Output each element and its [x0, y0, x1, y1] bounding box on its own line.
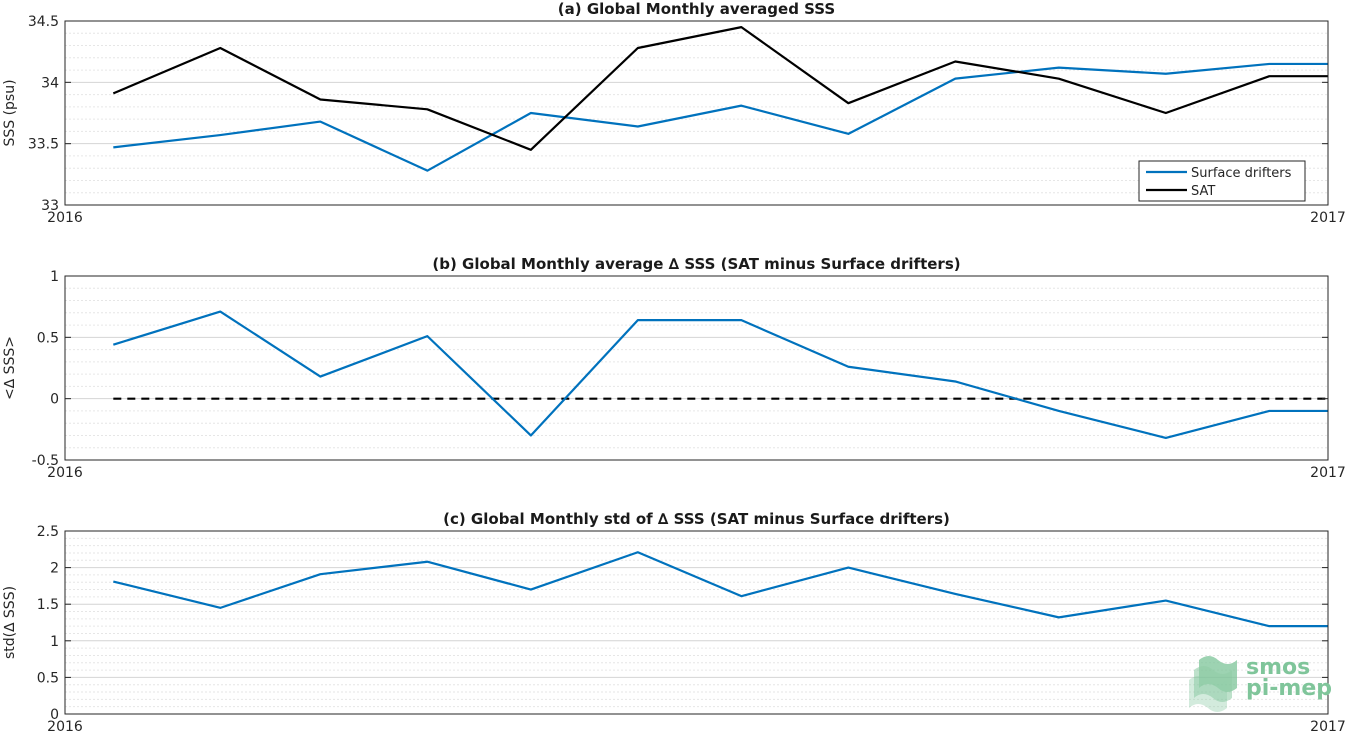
x-tick-label: 2017 — [1310, 210, 1346, 226]
axes-box — [64, 530, 1329, 715]
chart-title: (a) Global Monthly averaged SSS — [558, 0, 835, 18]
axes-box — [64, 275, 1329, 461]
x-tick-label: 2017 — [1310, 465, 1346, 481]
plot-area — [65, 21, 1328, 205]
x-tick-label: 2016 — [47, 719, 83, 735]
y-tick-label: 33 — [41, 198, 59, 214]
x-tick-label: 2016 — [47, 465, 83, 481]
y-tick-label: 0 — [50, 392, 59, 408]
y-tick-label: 33.5 — [28, 137, 59, 153]
series-line-surface-drifters — [113, 62, 1328, 172]
panel-a: 33 33.5 34 34.5 2016 2017 (a) Global Monthly a… — [2, 0, 1346, 226]
y-tick-label: 2.5 — [37, 524, 59, 540]
y-tick-label: 0.5 — [37, 330, 59, 346]
chart-title: (c) Global Monthly std of ∆ SSS (SAT min… — [443, 510, 950, 528]
y-axis-label: SSS (psu) — [2, 79, 18, 146]
axes-box — [64, 20, 1329, 206]
y-axis-label: <∆ SSS> — [2, 336, 18, 400]
y-tick-label: 34.5 — [28, 14, 59, 30]
logo-wave — [1189, 676, 1227, 712]
chart-title: (b) Global Monthly average ∆ SSS (SAT mi… — [432, 255, 960, 273]
legend-label: SAT — [1191, 184, 1215, 199]
legend-box — [1138, 160, 1306, 202]
legend-label: Surface drifters — [1191, 166, 1292, 181]
plot-area — [65, 531, 1328, 714]
smos-logo-icon — [1189, 656, 1237, 712]
y-tick-label: 2 — [50, 561, 59, 577]
series-line-sat — [112, 26, 1328, 151]
y-axis-label: std(∆ SSS) — [2, 586, 18, 659]
y-tick-label: 1 — [50, 634, 59, 650]
logo-text-pimep: pi-mep — [1246, 676, 1332, 701]
x-tick-label: 2017 — [1310, 719, 1346, 735]
series-line-0 — [113, 551, 1328, 628]
panel-c: 0 0.5 1 1.5 2 2.5 2016 2017 (c) Global Monthly s… — [2, 510, 1346, 735]
series-line-0 — [112, 310, 1328, 440]
legend: Surface drifters SAT — [1138, 160, 1306, 202]
logo-text-smos: smos — [1246, 655, 1310, 680]
panel-b: -0.5 0 0.5 1 2016 2017 (b) Global Monthly aver… — [2, 255, 1346, 481]
y-tick-label: 0 — [50, 707, 59, 723]
y-tick-label: 1 — [50, 269, 59, 285]
plot-area — [65, 276, 1328, 460]
y-tick-label: 34 — [41, 75, 59, 91]
y-tick-label: 1.5 — [37, 597, 59, 613]
y-tick-label: -0.5 — [32, 453, 59, 469]
logo-wave — [1194, 666, 1232, 702]
y-tick-label: 0.5 — [37, 670, 59, 686]
x-tick-label: 2016 — [47, 210, 83, 226]
